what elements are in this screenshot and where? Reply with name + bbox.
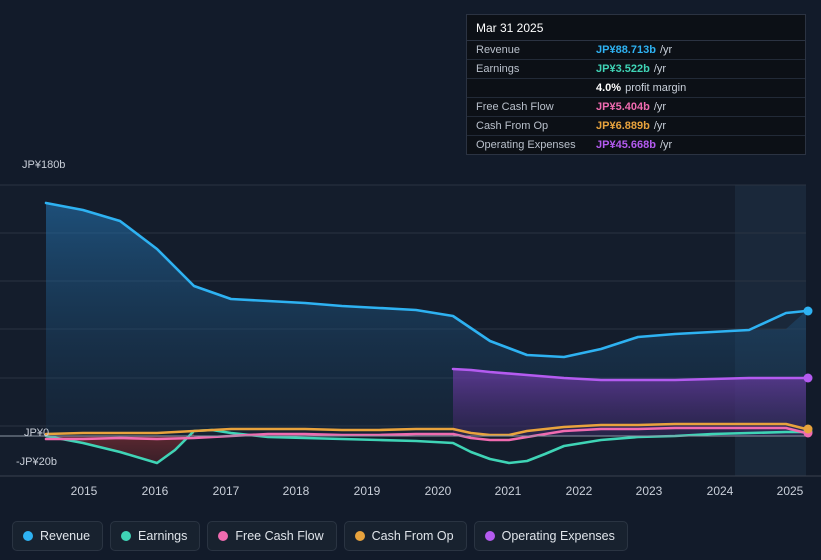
chart-canvas <box>0 184 821 477</box>
x-tick-2015: 2015 <box>70 484 98 498</box>
x-tick-2018: 2018 <box>282 484 310 498</box>
tooltip-value-profit-margin: 4.0% <box>596 82 622 94</box>
y-axis-zero-label: JP¥0 <box>24 427 50 439</box>
tooltip-value-free-cash-flow: JP¥5.404b <box>596 101 650 113</box>
chart-tooltip: Mar 31 2025 Revenue JP¥88.713b /yr Earni… <box>466 14 806 155</box>
legend-label-earnings: Earnings <box>138 529 188 543</box>
x-tick-2021: 2021 <box>494 484 522 498</box>
series-revenue <box>44 201 808 359</box>
tooltip-suffix-earnings: /yr <box>653 63 667 75</box>
tooltip-value-cash-from-op: JP¥6.889b <box>596 120 650 132</box>
revenue-area <box>46 203 806 436</box>
legend-label-cash-from-op: Cash From Op <box>371 529 454 543</box>
tooltip-label-free-cash-flow: Free Cash Flow <box>476 101 554 113</box>
tooltip-row-free-cash-flow: Free Cash Flow JP¥5.404b /yr <box>467 98 805 117</box>
tooltip-label-earnings: Earnings <box>476 63 520 75</box>
tooltip-value-revenue: JP¥88.713b <box>596 44 656 56</box>
series-operating-expenses <box>451 367 808 382</box>
chart-legend: Revenue Earnings Free Cash Flow Cash Fro… <box>0 512 821 560</box>
legend-item-free-cash-flow[interactable]: Free Cash Flow <box>207 521 337 551</box>
x-tick-2024: 2024 <box>706 484 734 498</box>
tooltip-label-operating-expenses: Operating Expenses <box>476 139 576 151</box>
tooltip-value-operating-expenses: JP¥45.668b <box>596 139 656 151</box>
x-tick-2019: 2019 <box>353 484 381 498</box>
legend-dot-revenue-icon <box>23 531 33 541</box>
x-tick-2022: 2022 <box>565 484 593 498</box>
x-tick-2023: 2023 <box>635 484 663 498</box>
endpoint-cash-from-op <box>803 424 813 434</box>
tooltip-row-profit-margin: 4.0% profit margin <box>467 79 805 98</box>
y-axis-negative-label: -JP¥20b <box>16 456 57 468</box>
legend-dot-free-cash-flow-icon <box>218 531 229 541</box>
tooltip-suffix-operating-expenses: /yr <box>659 139 673 151</box>
tooltip-label-revenue: Revenue <box>476 44 521 56</box>
legend-dot-operating-expenses-icon <box>484 531 495 541</box>
legend-item-revenue[interactable]: Revenue <box>12 521 104 551</box>
tooltip-row-operating-expenses: Operating Expenses JP¥45.668b /yr <box>467 136 805 154</box>
series-cash-from-op <box>44 422 808 437</box>
tooltip-row-revenue: Revenue JP¥88.713b /yr <box>467 41 805 60</box>
legend-dot-cash-from-op-icon <box>354 531 365 541</box>
legend-label-free-cash-flow: Free Cash Flow <box>235 529 324 543</box>
legend-item-earnings[interactable]: Earnings <box>110 521 201 551</box>
tooltip-suffix-free-cash-flow: /yr <box>653 101 667 113</box>
x-tick-2017: 2017 <box>212 484 240 498</box>
legend-label-revenue: Revenue <box>40 529 91 543</box>
legend-dot-earnings-icon <box>121 531 132 541</box>
endpoint-operating-expenses <box>803 373 813 383</box>
tooltip-date: Mar 31 2025 <box>467 15 805 41</box>
x-tick-2016: 2016 <box>141 484 169 498</box>
x-tick-2025: 2025 <box>776 484 804 498</box>
opex-area <box>453 369 806 436</box>
endpoint-revenue <box>803 306 813 316</box>
chart-plot-area[interactable]: JP¥180b JP¥0 -JP¥20b 2015 2016 2017 2018… <box>0 0 821 510</box>
tooltip-value-earnings: JP¥3.522b <box>596 63 650 75</box>
x-tick-2020: 2020 <box>424 484 452 498</box>
legend-item-operating-expenses[interactable]: Operating Expenses <box>473 521 628 551</box>
tooltip-row-cash-from-op: Cash From Op JP¥6.889b /yr <box>467 117 805 136</box>
tooltip-suffix-cash-from-op: /yr <box>653 120 667 132</box>
tooltip-label-cash-from-op: Cash From Op <box>476 120 549 132</box>
tooltip-suffix-profit-margin: profit margin <box>625 82 687 94</box>
tooltip-suffix-revenue: /yr <box>659 44 673 56</box>
tooltip-row-earnings: Earnings JP¥3.522b /yr <box>467 60 805 79</box>
legend-label-operating-expenses: Operating Expenses <box>501 529 615 543</box>
legend-item-cash-from-op[interactable]: Cash From Op <box>343 521 467 551</box>
y-axis-top-label: JP¥180b <box>22 159 66 171</box>
